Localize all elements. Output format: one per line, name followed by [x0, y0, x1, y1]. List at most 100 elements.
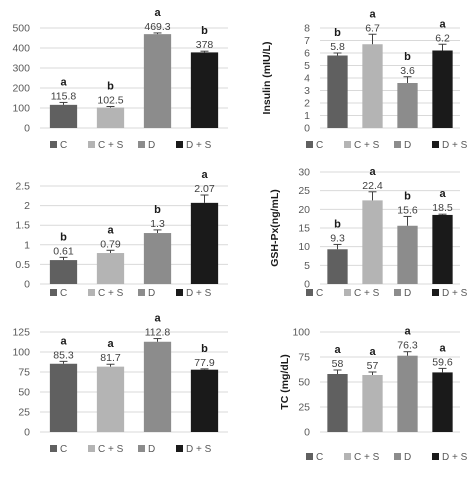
legend-label: D + S	[186, 444, 212, 455]
legend-label: C + S	[354, 452, 380, 463]
bar-d	[397, 355, 418, 432]
bar-c	[49, 363, 78, 432]
value-label: 0.61	[53, 245, 74, 257]
legend-label: C	[60, 140, 67, 151]
bar-cs	[362, 200, 383, 284]
y-tick-label: 15	[298, 223, 310, 235]
y-tick-label: 2	[304, 98, 310, 110]
legend: C C + S D D + S	[306, 288, 468, 299]
legend-label: D	[404, 452, 411, 463]
y-axis-label: TC (mg/dL)	[279, 354, 291, 409]
y-tick-label: 5	[304, 60, 310, 72]
significance-letter: a	[369, 8, 376, 20]
legend: C C + S D D + S	[50, 288, 212, 299]
legend-label: D + S	[186, 288, 212, 299]
bar-d	[143, 233, 172, 284]
y-tick-label: 200	[12, 83, 30, 95]
legend-label: D	[148, 140, 155, 151]
legend-swatch	[176, 141, 183, 148]
bar-cs	[362, 44, 383, 128]
legend-label: D + S	[186, 140, 212, 151]
legend-swatch	[176, 445, 183, 452]
legend-swatch	[344, 289, 351, 296]
legend-label: C	[316, 288, 323, 299]
value-label: 77.9	[194, 357, 215, 369]
y-tick-label: 6	[304, 48, 310, 60]
legend-label: D	[404, 288, 411, 299]
chart-panel-5: 0 25 50 75 100 125 85.3 a 81.7 a 112.8 a 77.9 b C C + S…	[12, 313, 228, 455]
significance-letter: a	[60, 335, 67, 347]
y-tick-label: 125	[12, 327, 30, 339]
significance-letter: b	[404, 190, 411, 202]
legend: C C + S D D + S	[306, 140, 468, 151]
bar-ds	[190, 202, 219, 284]
value-label: 2.07	[194, 183, 215, 195]
legend-label: C + S	[354, 288, 380, 299]
legend-label: C	[316, 452, 323, 463]
significance-letter: b	[60, 231, 67, 243]
legend-label: C + S	[98, 140, 124, 151]
legend-label: C	[316, 140, 323, 151]
y-tick-label: 100	[12, 347, 30, 359]
significance-letter: b	[404, 51, 411, 63]
y-tick-label: 1	[24, 239, 30, 251]
y-tick-label: 300	[12, 63, 30, 75]
legend-swatch	[306, 453, 313, 460]
y-tick-label: 4	[304, 73, 310, 85]
value-label: 15.6	[397, 204, 418, 216]
y-tick-label: 8	[304, 23, 310, 35]
chart-panel-3: 0 0.5 1 1.5 2 2.5 0.61 b 0.79 a 1.3 b 2.07 a C C + S D D …	[15, 169, 228, 299]
value-label: 6.2	[435, 32, 450, 44]
value-label: 57	[367, 360, 379, 372]
y-tick-label: 5	[304, 260, 310, 272]
bar-d	[397, 83, 418, 128]
chart-panel-4: 0 5 10 15 20 25 30 GSH-Px(ng/mL) 9.3 b 22.4 a 15.6 b 1…	[269, 166, 468, 299]
y-tick-label: 0	[24, 279, 30, 291]
y-tick-label: 1	[304, 110, 310, 122]
significance-letter: a	[107, 338, 114, 350]
legend-label: D	[404, 140, 411, 151]
y-axis-label: Insulin (mIU/L)	[261, 42, 273, 115]
value-label: 81.7	[100, 352, 121, 364]
y-tick-label: 75	[18, 367, 30, 379]
value-label: 85.3	[53, 349, 74, 361]
legend-swatch	[394, 453, 401, 460]
bar-c	[49, 260, 78, 284]
significance-letter: a	[334, 344, 341, 356]
value-label: 6.7	[365, 22, 380, 34]
legend-swatch	[432, 453, 439, 460]
significance-letter: a	[154, 313, 161, 325]
value-label: 378	[196, 39, 214, 51]
legend-swatch	[432, 289, 439, 296]
legend-swatch	[344, 453, 351, 460]
y-tick-label: 0	[304, 123, 310, 135]
bar-d	[397, 225, 418, 284]
significance-letter: a	[439, 188, 446, 200]
y-tick-label: 0	[304, 279, 310, 291]
significance-letter: b	[201, 343, 208, 355]
y-tick-label: 0	[24, 123, 30, 135]
significance-letter: b	[201, 25, 208, 37]
legend-label: D + S	[442, 140, 468, 151]
significance-letter: a	[439, 342, 446, 354]
legend-swatch	[88, 445, 95, 452]
bar-ds	[190, 369, 219, 432]
bar-c	[49, 104, 78, 128]
significance-letter: a	[439, 18, 446, 30]
value-label: 3.6	[400, 65, 415, 77]
legend-swatch	[306, 141, 313, 148]
legend-swatch	[138, 445, 145, 452]
bar-ds	[432, 50, 453, 128]
legend-label: C + S	[98, 444, 124, 455]
significance-letter: b	[107, 81, 114, 93]
legend-label: C + S	[98, 288, 124, 299]
bar-d	[143, 34, 172, 128]
significance-letter: b	[334, 218, 341, 230]
y-tick-label: 25	[298, 402, 310, 414]
value-label: 22.4	[362, 180, 383, 192]
legend-label: D + S	[442, 452, 468, 463]
bar-c	[327, 374, 348, 432]
